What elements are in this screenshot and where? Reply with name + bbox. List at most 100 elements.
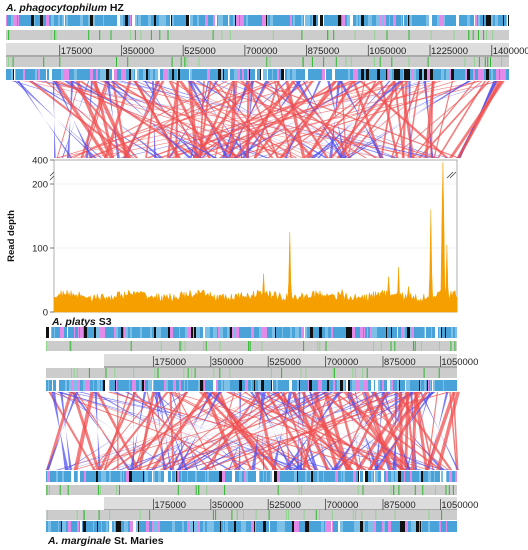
mid-genes-upper-gene	[193, 327, 194, 338]
bot-genes-lower-gene	[191, 521, 193, 532]
mid-genes-upper-gene	[455, 327, 457, 338]
mid-genes-lower-gene	[145, 380, 148, 391]
mid-genes-upper-gene	[432, 327, 435, 338]
mid-genes-lower-gene	[110, 380, 113, 391]
mid-genes-upper-gene	[453, 327, 454, 338]
bot-genes-upper-gene	[373, 471, 374, 482]
mid-genes-upper-gene	[96, 327, 97, 338]
top-genes-lower-gene	[73, 69, 74, 80]
top-genes-lower-gene	[196, 69, 198, 80]
bot-genes-upper-gene	[319, 471, 321, 482]
top-lower-marker	[302, 57, 304, 67]
top-genes-lower-gene	[326, 69, 327, 80]
top-genes-lower-gene	[90, 69, 92, 80]
top-genes-upper-gene	[396, 15, 398, 26]
top-synteny-link	[295, 81, 344, 158]
top-genes-lower-gene	[134, 69, 135, 80]
top-genes-upper-gene	[296, 15, 299, 26]
mid-genes-lower-gene	[139, 380, 141, 391]
top-genes-upper-gene	[166, 15, 169, 26]
mid-genes-upper-gene	[126, 327, 128, 338]
top-genes-lower-gene	[400, 69, 403, 80]
top-marker	[110, 30, 112, 40]
bot-genes-upper-gene	[358, 471, 359, 482]
bot-marker	[414, 485, 416, 495]
mid-genes-lower-gene	[346, 380, 348, 391]
mid-genes-lower-gene	[94, 380, 97, 391]
top-genes-upper-gene	[164, 15, 166, 26]
top-genes-upper-gene	[138, 15, 141, 26]
bot-genes-lower-gene	[294, 521, 296, 532]
mid-genes-upper-gene	[199, 327, 200, 338]
top-tick-label: 1400000	[493, 46, 528, 57]
mid-lower-track	[46, 368, 457, 378]
bot-genes-upper-gene	[352, 471, 353, 482]
mid-genes-lower-gene	[56, 380, 59, 391]
mid-marker	[390, 341, 392, 351]
bottom-synteny-link	[73, 392, 95, 470]
mid-genes-upper-gene	[137, 327, 140, 338]
top-genes-lower-gene	[223, 69, 224, 80]
top-genes-upper-gene	[353, 15, 356, 26]
top-genes-lower-gene	[287, 69, 290, 80]
bot-genes-lower-gene	[169, 521, 171, 532]
top-genes-lower-gene	[272, 69, 273, 80]
mid-genes-upper-gene	[108, 327, 110, 338]
top-lower-marker	[484, 57, 486, 67]
bot-genes-lower-gene	[416, 521, 419, 532]
mid-genes-upper-gene	[200, 327, 203, 338]
top-genes-lower-gene	[46, 69, 47, 80]
top-marker	[221, 30, 223, 40]
top-synteny-link	[226, 81, 269, 158]
mid-genes-lower-gene	[49, 380, 52, 391]
bottom-synteny-link	[129, 392, 147, 470]
bot-lower-marker	[76, 510, 78, 520]
top-lower-marker	[186, 57, 188, 67]
mid-lower-marker	[300, 368, 302, 378]
mid-genes-upper-gene	[154, 327, 156, 338]
bot-track	[46, 485, 457, 495]
mid-genes-upper-gene	[130, 327, 131, 338]
mid-genes-lower-gene	[159, 380, 162, 391]
mid-genes-upper-gene	[71, 327, 74, 338]
genome-species-top: A. phagocytophilum	[6, 2, 107, 14]
bot-genes-lower-gene	[343, 521, 346, 532]
top-genes-upper-gene	[276, 15, 278, 26]
mid-marker	[450, 341, 452, 351]
bot-genes-lower-gene	[175, 521, 177, 532]
mid-genes-lower-gene	[284, 380, 287, 391]
mid-genes-lower-gene	[289, 380, 292, 391]
bot-genes-lower-gene	[268, 521, 269, 532]
mid-genes-lower-gene	[296, 380, 297, 391]
mid-genes-lower-gene	[195, 380, 198, 391]
bot-genes-lower-gene	[306, 521, 309, 532]
bottom-synteny-link	[436, 392, 460, 470]
bot-genes-lower-gene	[254, 521, 255, 532]
mid-genes-lower-gene	[455, 380, 457, 391]
top-genes-lower-gene	[412, 69, 413, 80]
top-genes-upper-gene	[235, 15, 236, 26]
bottom-synteny-link	[58, 392, 282, 470]
mid-genes-upper-gene	[49, 327, 51, 338]
bot-genes-upper-gene	[246, 471, 248, 482]
top-lower-marker	[116, 57, 117, 67]
top-genes-upper-gene	[170, 15, 171, 26]
top-genes-lower-gene	[459, 69, 462, 80]
top-genes-lower-gene	[149, 69, 150, 80]
top-genes-upper-gene	[424, 15, 426, 26]
mid-genes-upper-gene	[90, 327, 91, 338]
top-genes-upper-gene	[376, 15, 379, 26]
mid-lower-marker	[219, 368, 221, 378]
bot-genes-upper-gene	[106, 471, 107, 482]
mid-genes-lower-gene	[299, 380, 300, 391]
top-genes-lower-gene	[114, 69, 117, 80]
top-genes-lower-gene	[493, 69, 496, 80]
mid-genes-lower-gene	[421, 380, 422, 391]
bot-genes-lower-gene	[179, 521, 182, 532]
top-genes-upper-gene	[228, 15, 229, 26]
top-genes-lower-gene	[410, 69, 412, 80]
top-genes-upper-gene	[338, 15, 341, 26]
bot-genes-upper-gene	[187, 471, 188, 482]
mid-genes-lower-gene	[200, 380, 203, 391]
top-lower-marker	[171, 57, 173, 67]
